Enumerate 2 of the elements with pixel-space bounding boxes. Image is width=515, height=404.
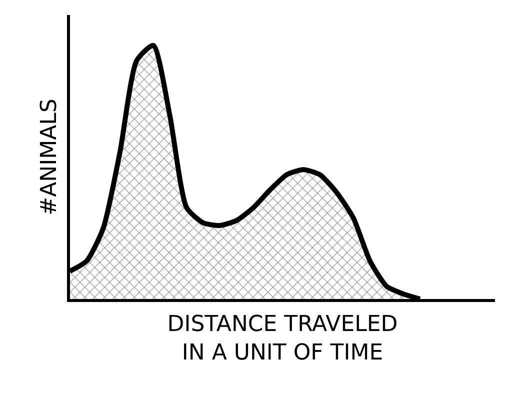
x-axis-title: DISTANCE TRAVELED IN A UNIT OF TIME bbox=[167, 312, 398, 366]
y-axis-title: #ANIMALS bbox=[36, 98, 62, 216]
